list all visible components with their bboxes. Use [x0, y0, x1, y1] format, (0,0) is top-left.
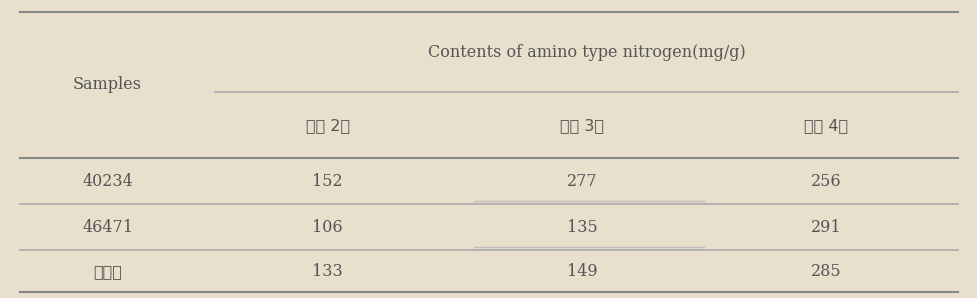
Text: 149: 149 [566, 263, 597, 280]
Text: 40234: 40234 [82, 173, 133, 190]
Text: 133: 133 [312, 263, 343, 280]
Text: 숙성 4달: 숙성 4달 [803, 118, 848, 133]
Text: 152: 152 [312, 173, 343, 190]
Text: 291: 291 [810, 219, 841, 236]
Text: 256: 256 [810, 173, 841, 190]
Text: 46471: 46471 [82, 219, 133, 236]
Text: 277: 277 [566, 173, 597, 190]
Text: 충무균: 충무균 [93, 264, 122, 279]
Text: 숙성 2달: 숙성 2달 [305, 118, 350, 133]
Text: 106: 106 [312, 219, 343, 236]
Text: 135: 135 [566, 219, 597, 236]
Text: 285: 285 [810, 263, 841, 280]
Text: Contents of amino type nitrogen(mg/g): Contents of amino type nitrogen(mg/g) [428, 44, 744, 61]
Text: 숙성 3달: 숙성 3달 [560, 118, 603, 133]
Text: Samples: Samples [73, 76, 142, 94]
